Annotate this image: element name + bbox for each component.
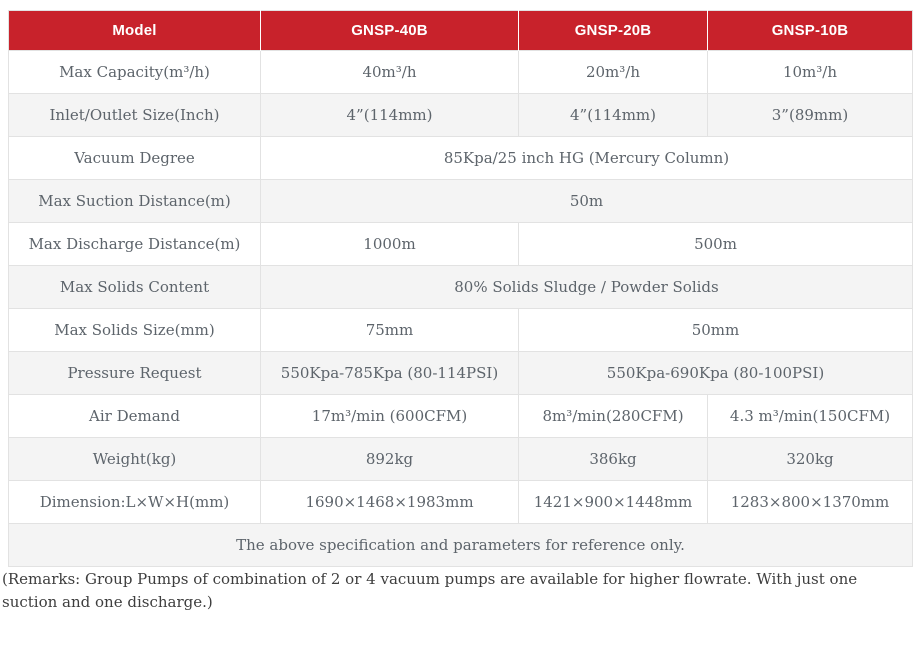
spec-value: 1283×800×1370mm	[707, 480, 913, 524]
spec-value: 75mm	[260, 308, 519, 352]
row-max-solids-content: Max Solids Content 80% Solids Sludge / P…	[8, 265, 913, 309]
spec-value: 1000m	[260, 222, 519, 266]
row-label: Max Solids Size(mm)	[8, 308, 261, 352]
row-vacuum-degree: Vacuum Degree 85Kpa/25 inch HG (Mercury …	[8, 136, 913, 180]
spec-value: 1690×1468×1983mm	[260, 480, 519, 524]
remarks-text: (Remarks: Group Pumps of combination of …	[2, 570, 858, 611]
spec-value: 17m³/min (600CFM)	[260, 394, 519, 438]
spec-value: 550Kpa-785Kpa (80-114PSI)	[260, 351, 519, 395]
row-max-discharge-distance: Max Discharge Distance(m) 1000m 500m	[8, 222, 913, 266]
header-gnsp-40b: GNSP-40B	[260, 10, 519, 51]
row-inlet-outlet-size: Inlet/Outlet Size(Inch) 4”(114mm) 4”(114…	[8, 93, 913, 137]
spec-value: 40m³/h	[260, 50, 519, 94]
row-label: Air Demand	[8, 394, 261, 438]
header-model: Model	[8, 10, 261, 51]
row-max-solids-size: Max Solids Size(mm) 75mm 50mm	[8, 308, 913, 352]
spec-value: 4”(114mm)	[518, 93, 708, 137]
spec-value: 386kg	[518, 437, 708, 481]
spec-value: 80% Solids Sludge / Powder Solids	[260, 265, 913, 309]
spec-value: 50m	[260, 179, 913, 223]
header-gnsp-20b: GNSP-20B	[518, 10, 708, 51]
spec-value: 500m	[518, 222, 913, 266]
spec-value: 1421×900×1448mm	[518, 480, 708, 524]
row-label: Inlet/Outlet Size(Inch)	[8, 93, 261, 137]
spec-value: 10m³/h	[707, 50, 913, 94]
row-label: Vacuum Degree	[8, 136, 261, 180]
row-label: Max Capacity(m³/h)	[8, 50, 261, 94]
row-footer-note: The above specification and parameters f…	[8, 523, 913, 567]
row-label: Max Solids Content	[8, 265, 261, 309]
spec-value: 8m³/min(280CFM)	[518, 394, 708, 438]
spec-value: 4”(114mm)	[260, 93, 519, 137]
header-row: Model GNSP-40B GNSP-20B GNSP-10B	[8, 10, 913, 51]
row-air-demand: Air Demand 17m³/min (600CFM) 8m³/min(280…	[8, 394, 913, 438]
row-dimension: Dimension:L×W×H(mm) 1690×1468×1983mm 142…	[8, 480, 913, 524]
spec-value: 320kg	[707, 437, 913, 481]
spec-value: 50mm	[518, 308, 913, 352]
row-max-capacity: Max Capacity(m³/h) 40m³/h 20m³/h 10m³/h	[8, 50, 913, 94]
row-label: Dimension:L×W×H(mm)	[8, 480, 261, 524]
row-label: Weight(kg)	[8, 437, 261, 481]
spec-value: 550Kpa-690Kpa (80-100PSI)	[518, 351, 913, 395]
row-label: Max Suction Distance(m)	[8, 179, 261, 223]
footer-note: The above specification and parameters f…	[8, 523, 913, 567]
pump-spec-table: Model GNSP-40B GNSP-20B GNSP-10B Max Cap…	[8, 10, 913, 567]
spec-value: 3”(89mm)	[707, 93, 913, 137]
spec-value: 85Kpa/25 inch HG (Mercury Column)	[260, 136, 913, 180]
row-label: Pressure Request	[8, 351, 261, 395]
spec-value: 892kg	[260, 437, 519, 481]
row-pressure-request: Pressure Request 550Kpa-785Kpa (80-114PS…	[8, 351, 913, 395]
row-max-suction-distance: Max Suction Distance(m) 50m	[8, 179, 913, 223]
header-gnsp-10b: GNSP-10B	[707, 10, 913, 51]
row-weight: Weight(kg) 892kg 386kg 320kg	[8, 437, 913, 481]
row-label: Max Discharge Distance(m)	[8, 222, 261, 266]
spec-value: 4.3 m³/min(150CFM)	[707, 394, 913, 438]
spec-value: 20m³/h	[518, 50, 708, 94]
